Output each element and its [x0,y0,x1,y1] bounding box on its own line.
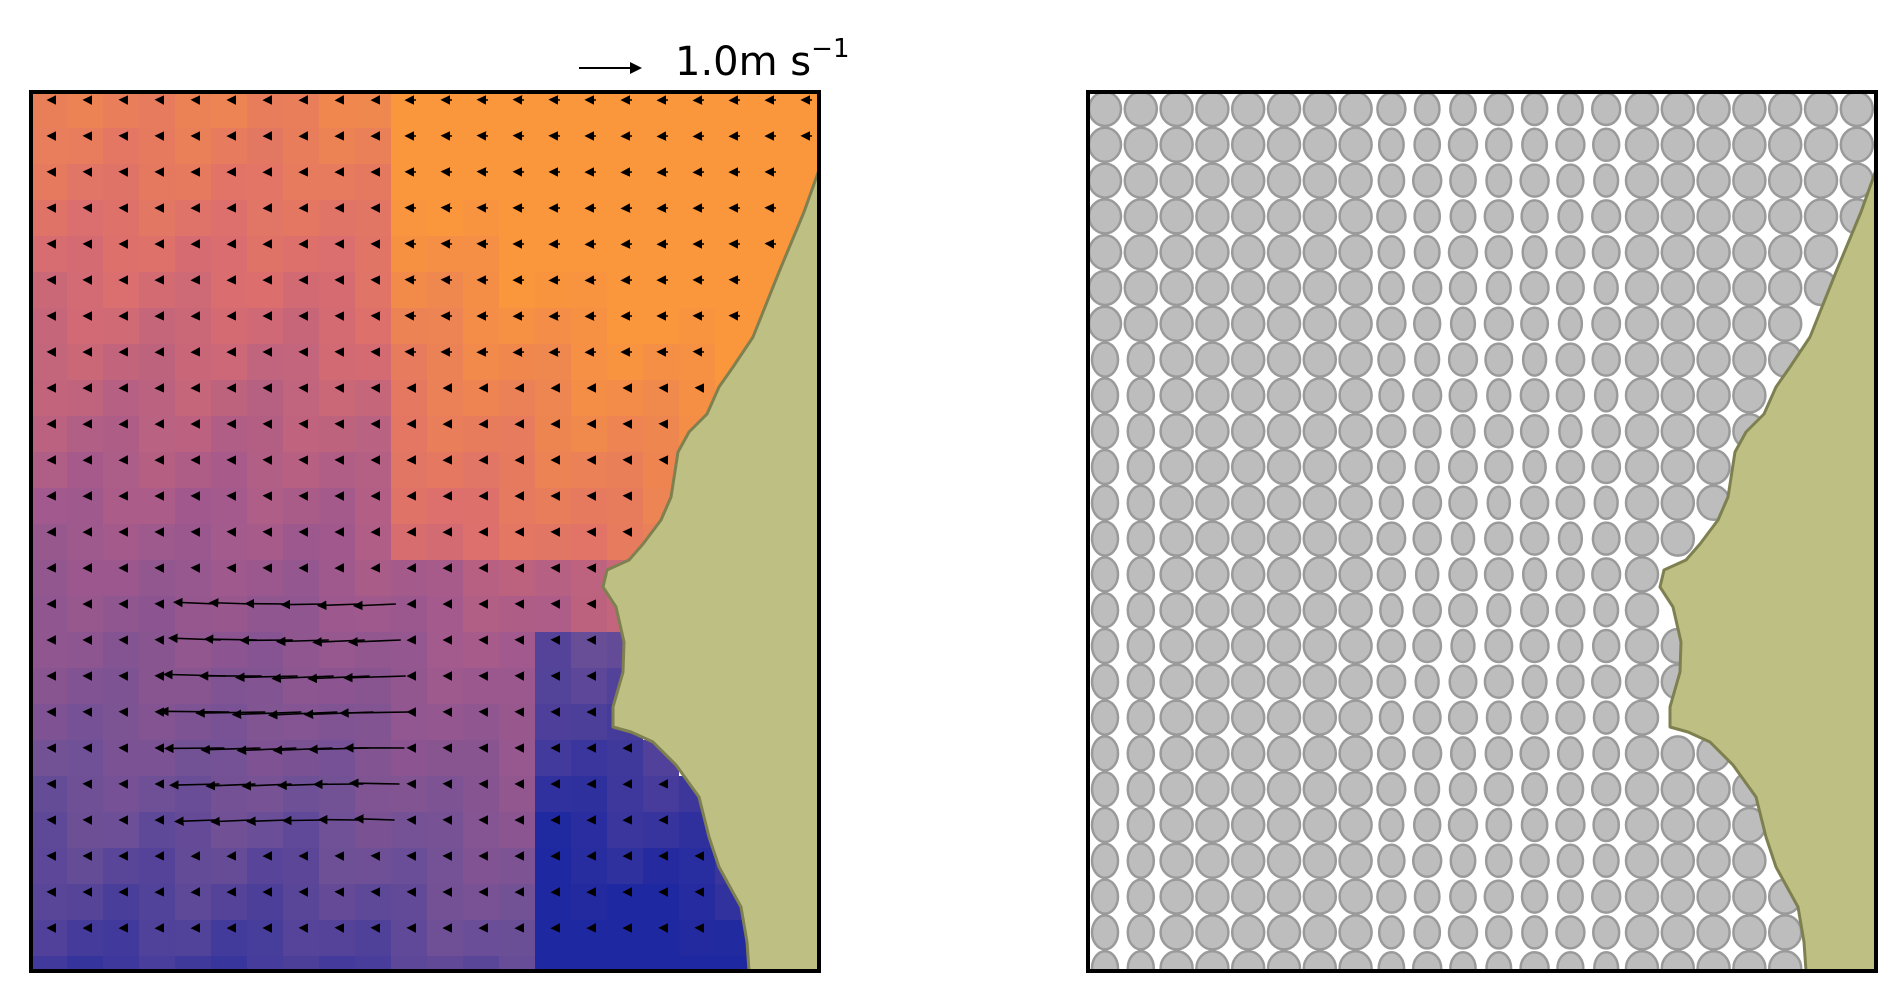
scale-label: 1.0m s−1 [675,36,849,82]
scale-value: 1.0 [675,39,739,85]
scale-unit: m s [739,39,812,85]
right-panel [1088,92,1876,985]
left-panel [31,92,823,999]
scale-exponent: −1 [811,34,849,64]
